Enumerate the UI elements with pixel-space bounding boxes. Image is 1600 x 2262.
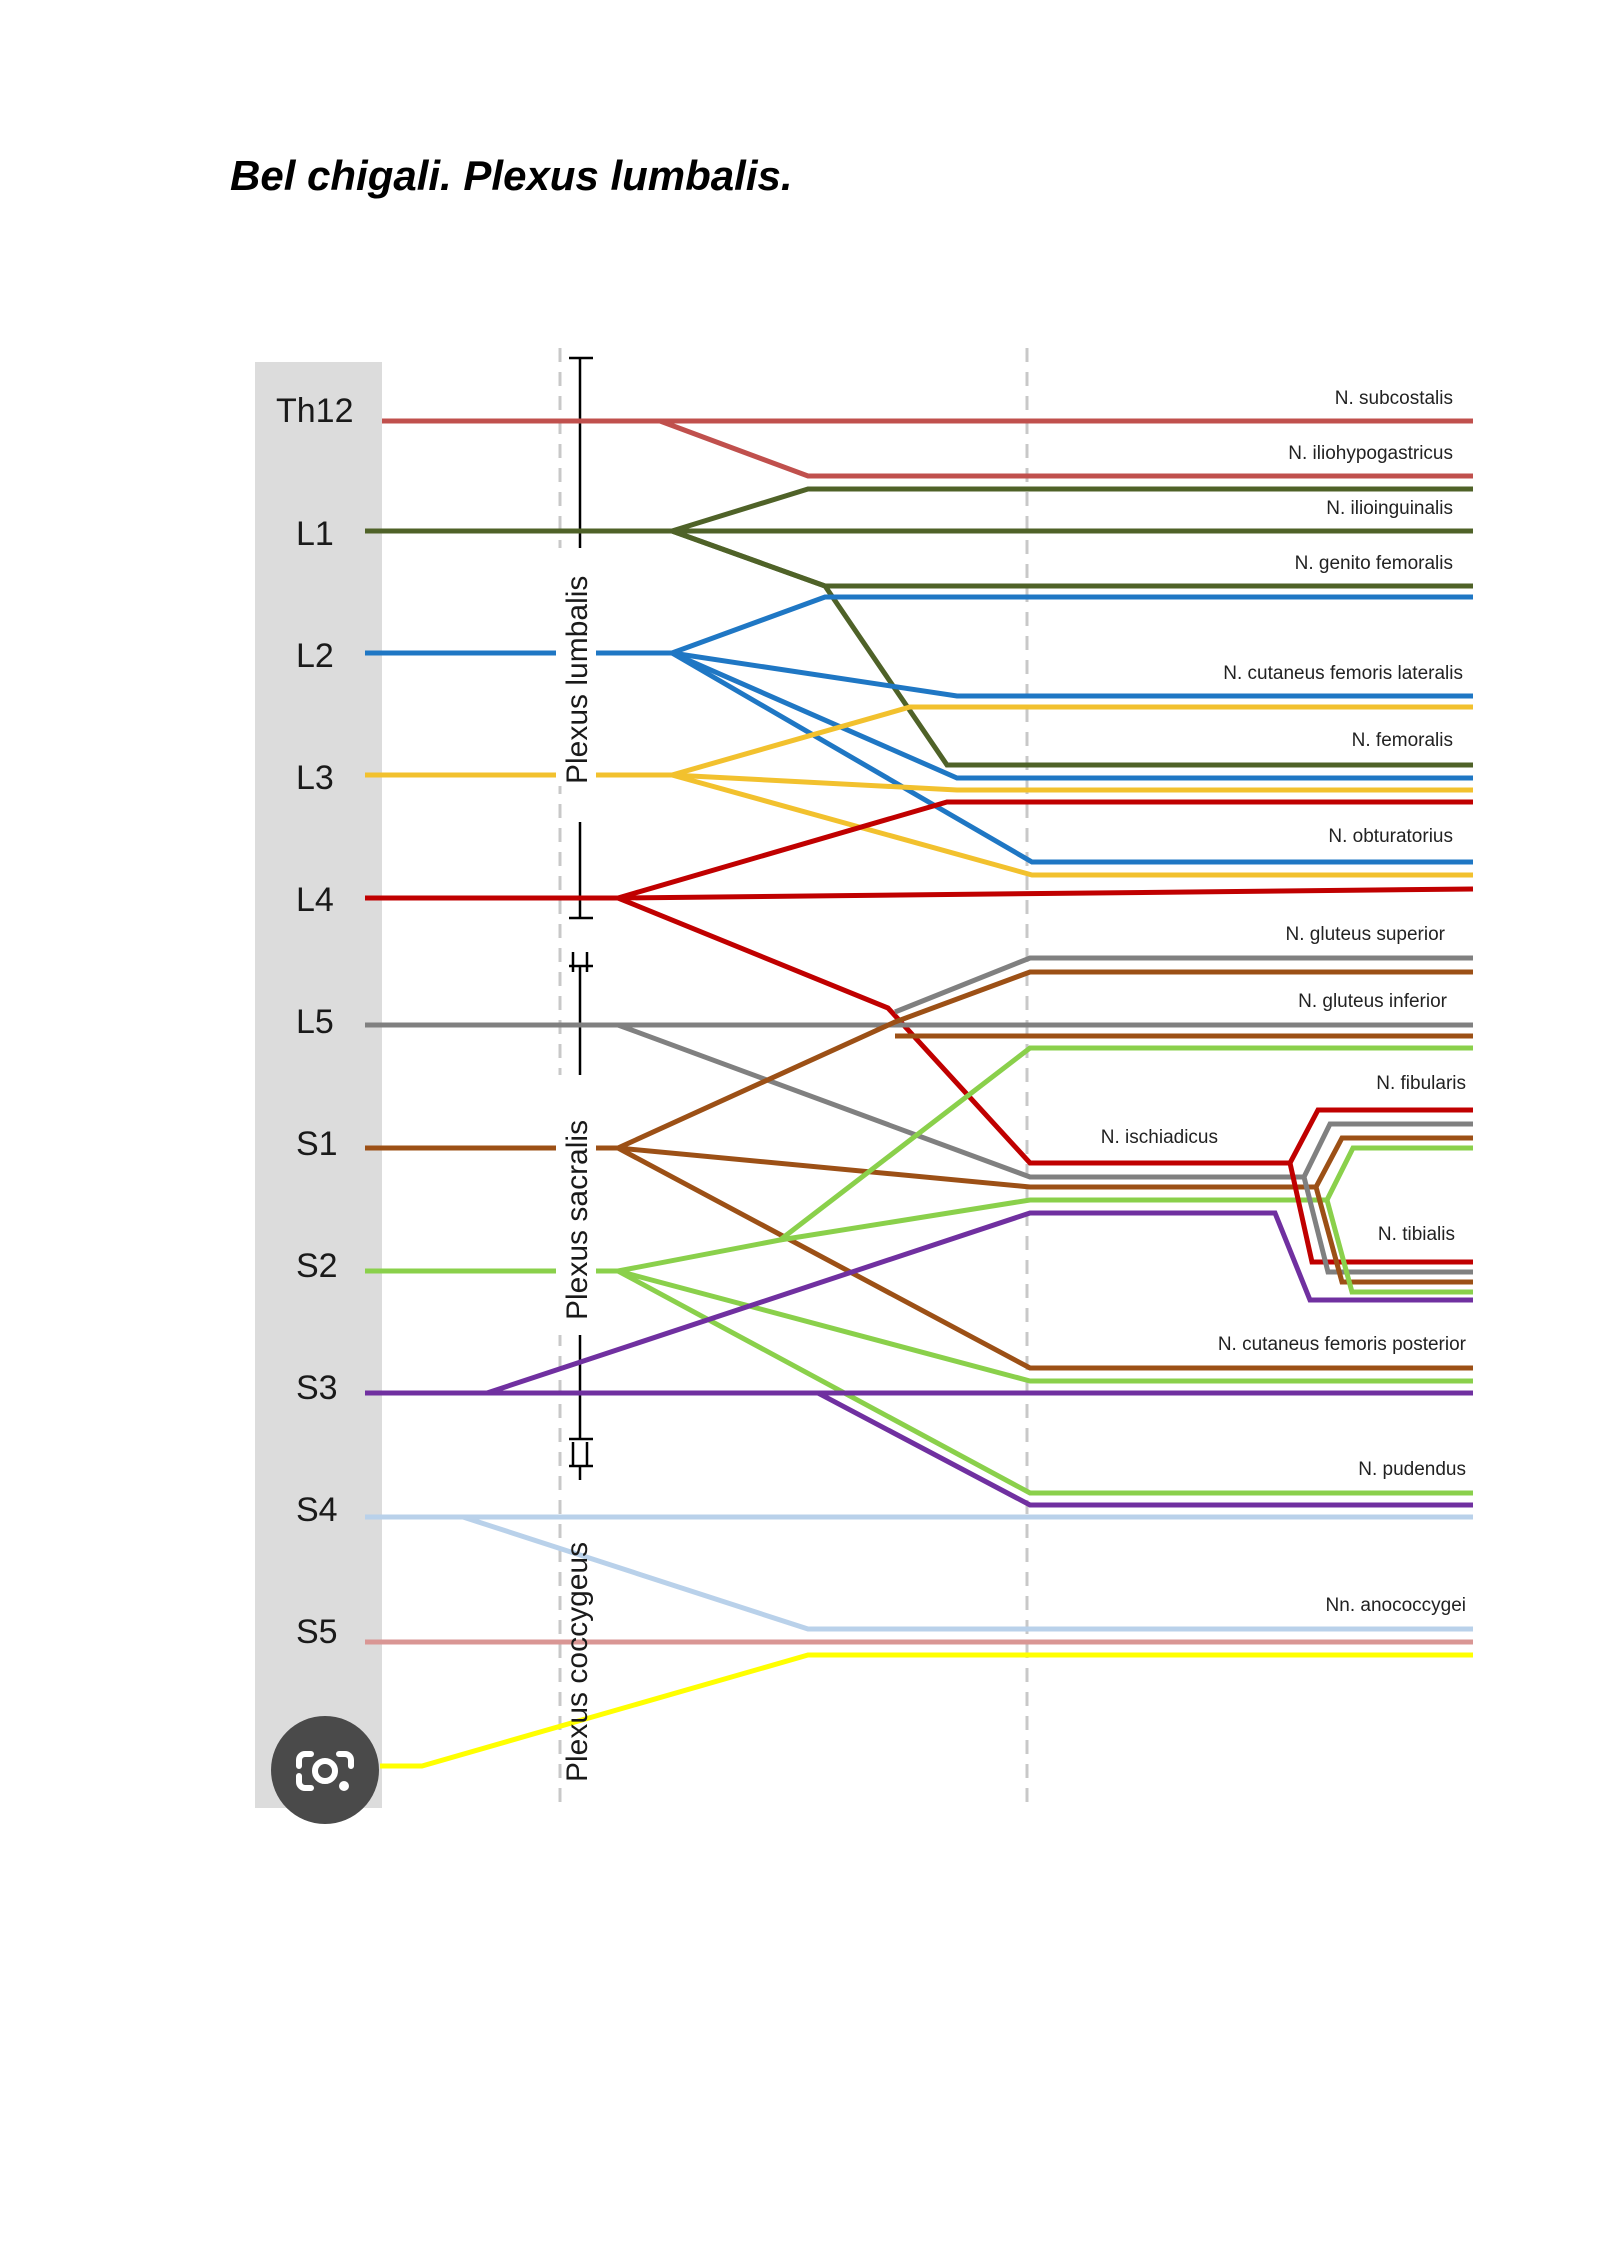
nerve-line-s1 <box>1313 1186 1473 1285</box>
page-title: Bel chigali. Plexus lumbalis. <box>230 152 793 199</box>
nerve-label-ilioinguinalis: N. ilioinguinalis <box>1326 498 1453 519</box>
nerve-line-s1 <box>365 969 1473 1151</box>
nerve-line-l2 <box>365 594 1473 656</box>
segment-label-s3: S3 <box>296 1369 338 1407</box>
nerve-label-tibialis: N. tibialis <box>1378 1224 1455 1245</box>
plexus-coccygeus-label: Plexus coccygeus <box>561 1542 594 1782</box>
nerve-label-cutaneus-lateralis: N. cutaneus femoris lateralis <box>1223 663 1463 684</box>
nerve-lines <box>365 418 1474 1769</box>
nerve-label-obturatorius: N. obturatorius <box>1328 826 1453 847</box>
nerve-label-subcostalis: N. subcostalis <box>1335 388 1453 409</box>
google-lens-button[interactable] <box>271 1716 379 1824</box>
nerve-line-s2 <box>1324 1199 1473 1295</box>
nerve-line-s2 <box>617 1268 1473 1384</box>
nerve-line-l3 <box>671 772 1473 793</box>
nerve-line-l3 <box>365 704 1473 778</box>
spine-column <box>255 362 382 1808</box>
segment-label-s1: S1 <box>296 1125 338 1163</box>
plexus-sacralis-label: Plexus sacralis <box>561 1120 594 1320</box>
nerve-label-femoralis: N. femoralis <box>1352 730 1453 751</box>
nerve-line-co <box>380 1652 1473 1769</box>
nerve-label-gluteus-inferior: N. gluteus inferior <box>1298 991 1448 1012</box>
nerve-line-l2 <box>670 650 1473 865</box>
segment-label-s2: S2 <box>296 1247 338 1285</box>
nerve-line-s4 <box>462 1514 1473 1632</box>
nerve-line-l5 <box>1301 1176 1473 1275</box>
nerve-line-l3 <box>671 772 1473 878</box>
nerve-line-l5 <box>894 955 1473 1015</box>
nerve-line-s2 <box>616 1268 1473 1496</box>
nerve-label-anococcygei: Nn. anococcygei <box>1326 1595 1466 1616</box>
nerve-line-l2 <box>671 650 1473 699</box>
nerve-line-l1 <box>671 486 1473 534</box>
nerve-line-l4 <box>1287 1162 1473 1265</box>
nerve-label-iliohypogastricus: N. iliohypogastricus <box>1288 443 1453 464</box>
segment-label-s4: S4 <box>296 1491 338 1529</box>
nerve-line-l4 <box>617 886 1474 901</box>
nerve-line-s3 <box>816 1390 1473 1508</box>
nerve-line-s3 <box>486 1210 1473 1396</box>
segment-label-s5: S5 <box>296 1613 338 1651</box>
nerve-label-pudendus: N. pudendus <box>1358 1459 1466 1480</box>
segment-label-l2: L2 <box>296 637 334 675</box>
segment-label-l5: L5 <box>296 1003 334 1041</box>
segment-label-l1: L1 <box>296 515 334 553</box>
nerve-line-s1 <box>616 1145 1473 1371</box>
nerve-label-cutaneus-posterior: N. cutaneus femoris posterior <box>1218 1334 1467 1355</box>
plexus-bracket <box>569 356 593 1480</box>
segment-label-l3: L3 <box>296 759 334 797</box>
nerve-label-gluteus-superior: N. gluteus superior <box>1286 924 1446 945</box>
plexus-lumbalis-label: Plexus lumbalis <box>561 576 594 784</box>
nerve-line-th12 <box>659 418 1473 479</box>
nerve-line-l1 <box>671 528 1473 768</box>
google-lens-icon <box>296 1751 354 1791</box>
segment-label-th12: Th12 <box>276 392 354 430</box>
nerve-line-l4 <box>365 799 1473 901</box>
nerve-label-ischiadicus: N. ischiadicus <box>1101 1127 1218 1148</box>
segment-label-l4: L4 <box>296 881 334 919</box>
nerve-line-l2 <box>670 650 1473 781</box>
nerve-label-genitofemoralis: N. genito femoralis <box>1295 553 1453 574</box>
nerve-label-fibularis: N. fibularis <box>1376 1073 1466 1094</box>
nerve-line-l4 <box>617 895 1473 1166</box>
